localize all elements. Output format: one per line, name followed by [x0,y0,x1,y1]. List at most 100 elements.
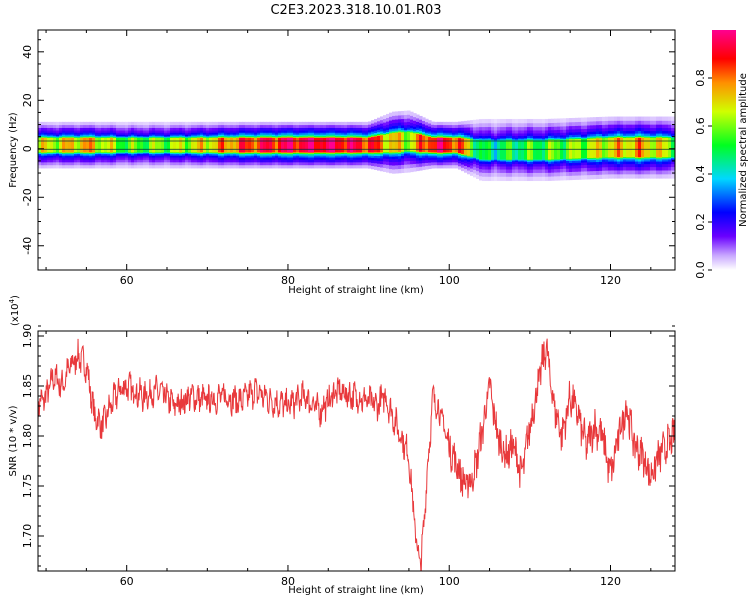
heat-cell-95-8 [323,137,327,153]
heat-cell-124-8 [410,132,414,152]
heat-cell-211-8 [671,137,675,158]
heat-cell-170-8 [548,140,552,160]
heat-cell-197-8 [629,137,633,158]
heat-cell-2-8 [44,137,48,153]
heat-cell-142-8 [464,138,468,155]
heat-cell-166-8 [536,140,540,160]
heat-cell-29-8 [125,137,129,153]
heat-cell-79-8 [275,137,279,153]
heat-cell-145-8 [473,139,477,158]
heat-cell-149-8 [485,140,489,160]
heat-cell-97-8 [329,137,333,153]
heat-cell-195-8 [623,137,627,158]
bot-xtick-label-120: 120 [600,575,621,588]
colorbar-tick-label-0.6: 0.6 [694,117,707,135]
bot-ytick-label-1.90: 1.90 [21,324,34,349]
heat-cell-92-8 [314,137,318,153]
heat-cell-70-8 [248,137,252,153]
heat-cell-209-8 [665,137,669,158]
heat-cell-180-8 [578,139,582,159]
spectrogram-y-axis: 40 20 0 -20 -40 [21,39,675,271]
heat-cell-102-8 [344,137,348,153]
top-ytick-label--40: -40 [21,237,34,255]
spectrogram-x-label: Height of straight line (km) [288,285,424,296]
heat-cell-203-8 [647,137,651,158]
heat-cell-52-8 [194,137,198,153]
heat-cell-94-8 [320,137,324,153]
heat-cell-66-8 [236,137,240,153]
snr-y-axis: 1.70 1.75 1.80 1.85 1.90 [21,324,675,567]
heat-cell-126-8 [416,133,420,152]
heat-cell-193-8 [617,137,621,158]
colorbar-tick-label-0.0: 0.0 [694,261,707,279]
heat-cell-206-8 [656,137,660,158]
bot-xtick-label-100: 100 [439,575,460,588]
heat-cell-7-8 [59,137,63,153]
heat-cell-152-8 [494,140,498,160]
heat-cell-34-8 [140,137,144,153]
heat-cell-179-8 [575,139,579,159]
heat-cell-189-8 [605,138,609,158]
heat-cell-184-8 [590,138,594,158]
heat-cell-35-8 [143,137,147,153]
heat-cell-134-8 [440,137,444,153]
snr-x-axis: 60 80 100 120 [45,331,652,588]
heat-cell-162-8 [524,140,528,160]
heat-cell-31-8 [131,137,135,153]
heat-cell-143-8 [467,139,471,156]
figure-title: C2E3.2023.318.10.01.R03 [270,3,441,18]
heat-cell-121-8 [401,132,405,152]
heat-cell-91-8 [311,137,315,153]
heat-cell-53-8 [197,137,201,153]
heat-cell-90-8 [308,137,312,153]
heat-cell-5-8 [53,137,57,153]
heat-cell-30-8 [128,137,132,153]
heat-cell-164-8 [530,140,534,160]
heat-cell-169-8 [545,140,549,160]
heat-cell-150-8 [488,140,492,160]
heat-cell-202-8 [644,137,648,158]
heat-cell-140-8 [458,138,462,154]
heat-cell-136-8 [446,137,450,153]
heat-cell-196-8 [626,137,630,158]
bot-xtick-label-80: 80 [281,575,295,588]
heat-cell-155-8 [503,140,507,160]
heat-cell-37-8 [149,137,153,153]
heat-cell-125-8 [413,133,417,152]
heat-cell-36-8 [146,137,150,153]
heat-cell-199-8 [635,137,639,158]
heat-cell-137-8 [449,137,453,153]
heat-cell-51-8 [191,137,195,153]
heat-cell-141-8 [461,138,465,154]
top-ytick-label-0: 0 [21,145,34,152]
heat-cell-130-8 [428,136,432,153]
heat-cell-3-8 [47,137,51,153]
heat-cell-63-8 [227,137,231,153]
heat-cell-153-8 [497,140,501,160]
heat-cell-119-8 [395,132,399,153]
heat-cell-104-8 [350,137,354,153]
heat-cell-17-8 [89,137,93,153]
top-ytick-label-40: 40 [21,45,34,59]
heat-cell-112-8 [374,136,378,153]
heat-cell-168-8 [542,140,546,160]
heat-cell-147-8 [479,140,483,160]
heat-cell-191-8 [611,137,615,158]
heat-cell-23-8 [107,137,111,153]
heat-cell-205-8 [653,137,657,158]
heat-cell-194-8 [620,137,624,158]
heat-cell-123-8 [407,131,411,152]
heat-cell-78-8 [272,137,276,153]
colorbar-tick-label-0.2: 0.2 [694,213,707,231]
heat-cell-171-8 [551,140,555,160]
heat-cell-77-8 [269,137,273,153]
top-xtick-label-80: 80 [281,274,295,287]
heat-cell-120-8 [398,132,402,152]
colorbar: 0.0 0.2 0.4 0.6 0.8 Normalized spectral ampl… [694,30,749,279]
top-ytick-label-20: 20 [21,93,34,107]
heat-cell-73-8 [257,137,261,153]
heat-cell-117-8 [389,133,393,153]
heat-cell-118-8 [392,132,396,153]
heat-cell-114-8 [380,135,384,153]
